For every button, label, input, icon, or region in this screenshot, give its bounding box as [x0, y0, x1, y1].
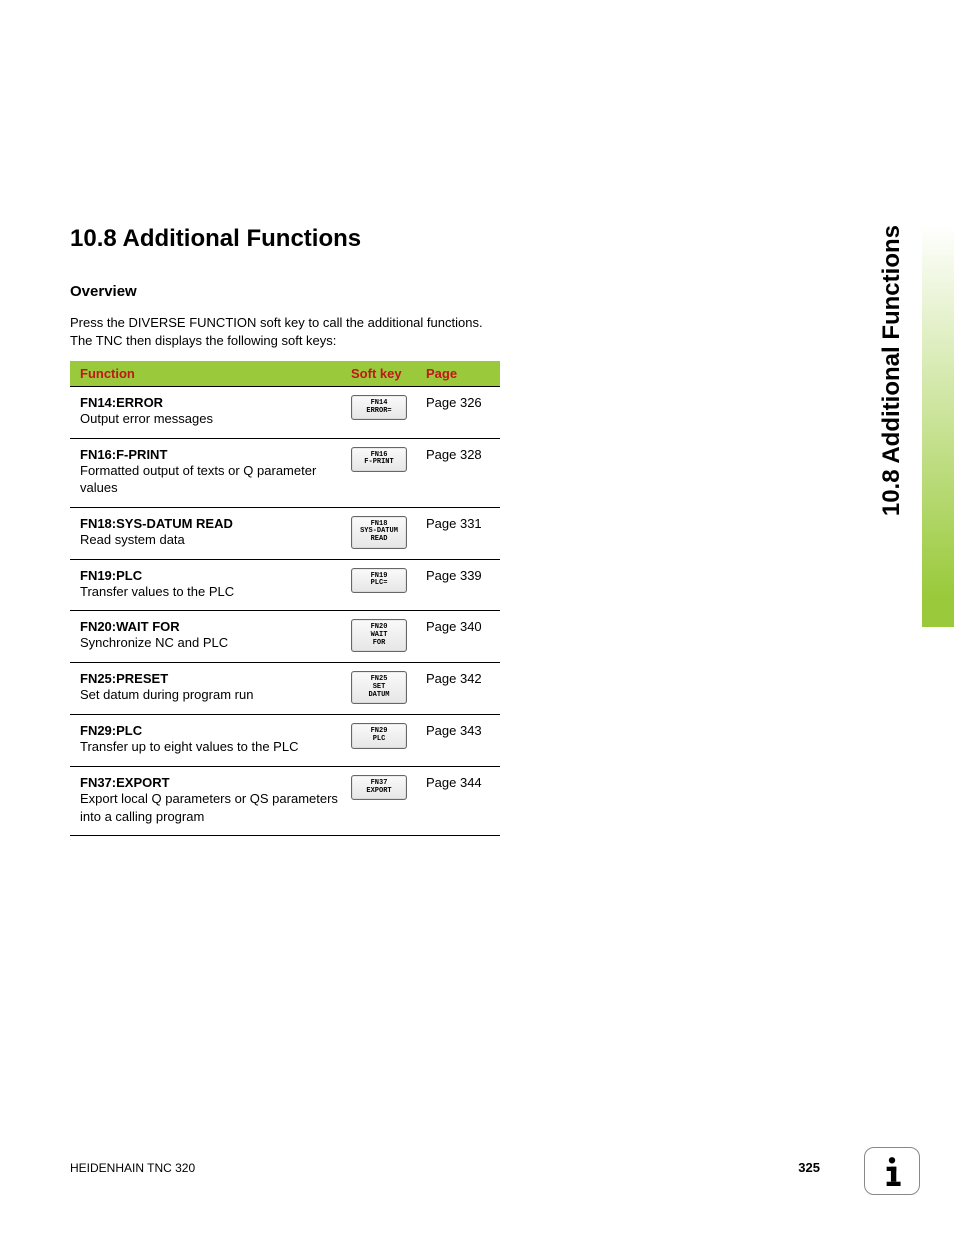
softkey-button-fn14[interactable]: FN14 ERROR= — [351, 395, 407, 420]
table-row: FN19:PLC Transfer values to the PLC FN19… — [70, 559, 500, 611]
softkey-cell: FN25 SET DATUM — [345, 663, 420, 715]
page-cell: Page 339 — [420, 559, 500, 611]
page-cell: Page 344 — [420, 767, 500, 836]
table-row: FN14:ERROR Output error messages FN14 ER… — [70, 387, 500, 439]
softkey-cell: FN29 PLC — [345, 715, 420, 767]
softkey-button-fn18[interactable]: FN18 SYS-DATUM READ — [351, 516, 407, 549]
function-desc: Set datum during program run — [80, 686, 339, 704]
function-name: FN14:ERROR — [80, 395, 339, 410]
softkey-button-fn20[interactable]: FN20 WAIT FOR — [351, 619, 407, 652]
function-desc: Synchronize NC and PLC — [80, 634, 339, 652]
section-heading: 10.8 Additional Functions — [70, 225, 500, 253]
page-cell: Page 342 — [420, 663, 500, 715]
footer-product: HEIDENHAIN TNC 320 — [70, 1161, 195, 1175]
function-name: FN20:WAIT FOR — [80, 619, 339, 634]
page-cell: Page 340 — [420, 611, 500, 663]
table-row: FN18:SYS-DATUM READ Read system data FN1… — [70, 507, 500, 559]
softkey-cell: FN19 PLC= — [345, 559, 420, 611]
softkey-cell: FN18 SYS-DATUM READ — [345, 507, 420, 559]
intro-text: Press the DIVERSE FUNCTION soft key to c… — [70, 314, 500, 349]
softkey-cell: FN16 F-PRINT — [345, 438, 420, 507]
page-cell: Page 343 — [420, 715, 500, 767]
function-cell: FN18:SYS-DATUM READ Read system data — [70, 507, 345, 559]
col-header-function: Function — [70, 361, 345, 387]
function-desc: Transfer values to the PLC — [80, 583, 339, 601]
softkey-cell: FN20 WAIT FOR — [345, 611, 420, 663]
softkey-cell: FN37 EXPORT — [345, 767, 420, 836]
col-header-page: Page — [420, 361, 500, 387]
info-icon — [864, 1147, 920, 1195]
page-cell: Page 326 — [420, 387, 500, 439]
function-desc: Read system data — [80, 531, 339, 549]
function-name: FN16:F-PRINT — [80, 447, 339, 462]
softkey-button-fn37[interactable]: FN37 EXPORT — [351, 775, 407, 800]
function-name: FN25:PRESET — [80, 671, 339, 686]
function-cell: FN25:PRESET Set datum during program run — [70, 663, 345, 715]
table-header-row: Function Soft key Page — [70, 361, 500, 387]
function-cell: FN29:PLC Transfer up to eight values to … — [70, 715, 345, 767]
function-cell: FN20:WAIT FOR Synchronize NC and PLC — [70, 611, 345, 663]
page-cell: Page 331 — [420, 507, 500, 559]
side-section-title: 10.8 Additional Functions — [878, 225, 906, 516]
functions-table: Function Soft key Page FN14:ERROR Output… — [70, 361, 500, 836]
table-row: FN16:F-PRINT Formatted output of texts o… — [70, 438, 500, 507]
function-cell: FN37:EXPORT Export local Q parameters or… — [70, 767, 345, 836]
function-name: FN19:PLC — [80, 568, 339, 583]
function-cell: FN16:F-PRINT Formatted output of texts o… — [70, 438, 345, 507]
table-row: FN29:PLC Transfer up to eight values to … — [70, 715, 500, 767]
subsection-heading: Overview — [70, 283, 500, 300]
functions-table-body: FN14:ERROR Output error messages FN14 ER… — [70, 387, 500, 836]
function-name: FN37:EXPORT — [80, 775, 339, 790]
table-row: FN37:EXPORT Export local Q parameters or… — [70, 767, 500, 836]
function-desc: Transfer up to eight values to the PLC — [80, 738, 339, 756]
function-cell: FN14:ERROR Output error messages — [70, 387, 345, 439]
function-desc: Formatted output of texts or Q parameter… — [80, 462, 339, 497]
table-row: FN20:WAIT FOR Synchronize NC and PLC FN2… — [70, 611, 500, 663]
page-content: 10.8 Additional Functions Overview Press… — [70, 225, 500, 836]
footer-page-number: 325 — [798, 1160, 820, 1175]
table-row: FN25:PRESET Set datum during program run… — [70, 663, 500, 715]
col-header-softkey: Soft key — [345, 361, 420, 387]
function-desc: Export local Q parameters or QS paramete… — [80, 790, 339, 825]
page-cell: Page 328 — [420, 438, 500, 507]
softkey-button-fn19[interactable]: FN19 PLC= — [351, 568, 407, 593]
function-desc: Output error messages — [80, 410, 339, 428]
function-cell: FN19:PLC Transfer values to the PLC — [70, 559, 345, 611]
softkey-button-fn29[interactable]: FN29 PLC — [351, 723, 407, 748]
side-tab-marker — [922, 595, 954, 627]
function-name: FN29:PLC — [80, 723, 339, 738]
softkey-button-fn25[interactable]: FN25 SET DATUM — [351, 671, 407, 704]
softkey-button-fn16[interactable]: FN16 F-PRINT — [351, 447, 407, 472]
softkey-cell: FN14 ERROR= — [345, 387, 420, 439]
function-name: FN18:SYS-DATUM READ — [80, 516, 339, 531]
